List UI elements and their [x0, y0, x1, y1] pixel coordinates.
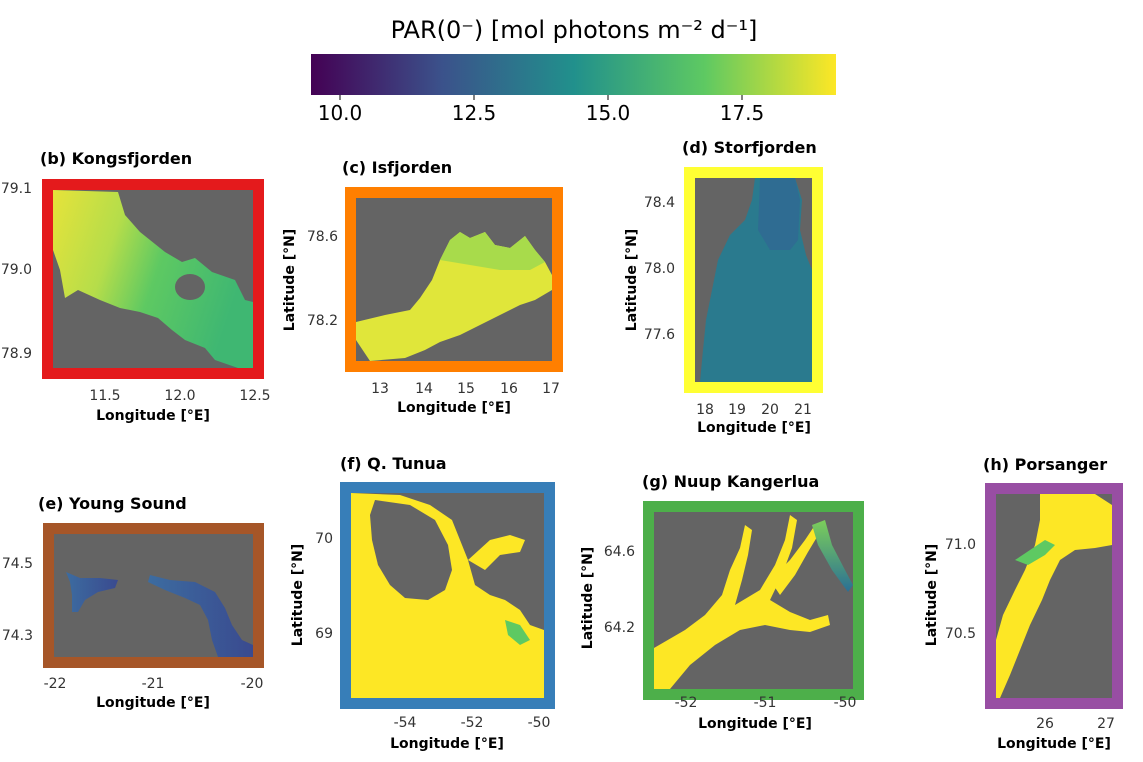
x-axis-label: Longitude [°E]	[698, 716, 812, 732]
y-tick-label: 64.2	[604, 620, 635, 636]
x-tick-label: 19	[728, 402, 746, 418]
colorbar-title: PAR(0⁻) [mol photons m⁻² d⁻¹]	[391, 16, 758, 44]
y-tick-label: 78.4	[644, 195, 675, 211]
x-tick-label: 20	[761, 402, 779, 418]
y-tick-label: 77.6	[644, 327, 675, 343]
x-tick-label: -51	[754, 695, 777, 711]
y-axis-label: Latitude [°N]	[924, 544, 940, 646]
panel-q-tunua: (f) Q. Tunua 70 69 -54 -52 -50 Longitude…	[290, 454, 555, 752]
y-tick-label: 79.0	[1, 262, 32, 278]
x-axis-label: Longitude [°E]	[96, 408, 210, 424]
x-tick-label: -20	[241, 676, 264, 692]
panel-title: (f) Q. Tunua	[340, 454, 447, 473]
y-axis-label: Latitude [°N]	[290, 544, 306, 646]
y-tick-label: 79.1	[1, 181, 32, 197]
fjord-water	[654, 515, 830, 689]
x-tick-label: -54	[394, 715, 417, 731]
colorbar-tick: 12.5	[452, 101, 497, 125]
x-tick-label: -22	[44, 676, 67, 692]
colorbar-tick: 15.0	[586, 101, 631, 125]
x-tick-label: 15	[457, 381, 475, 397]
x-tick-label: 14	[415, 381, 433, 397]
y-tick-label: 69	[315, 626, 333, 642]
y-tick-label: 71.0	[945, 537, 976, 553]
x-axis-label: Longitude [°E]	[397, 400, 511, 416]
panel-title: (c) Isfjorden	[342, 158, 452, 177]
y-axis-label: Latitude [°N]	[624, 229, 640, 331]
panel-title: (d) Storfjorden	[682, 138, 817, 157]
panel-porsanger: (h) Porsanger 71.0 70.5 26 27 Longitude …	[924, 455, 1123, 752]
x-axis-label: Longitude [°E]	[697, 420, 811, 436]
panel-storfjorden: (d) Storfjorden 78.4 78.0 77.6 18 19 20 …	[624, 138, 823, 436]
x-tick-label: 13	[371, 381, 389, 397]
y-tick-label: 70	[315, 531, 333, 547]
x-axis-label: Longitude [°E]	[96, 695, 210, 711]
fjord-water	[66, 572, 118, 612]
y-axis-label: Latitude [°N]	[282, 229, 298, 331]
x-axis-label: Longitude [°E]	[997, 736, 1111, 752]
y-tick-label: 78.9	[1, 346, 32, 362]
panel-isfjorden: (c) Isfjorden 78.6 78.2 13 14 15 16 17 L…	[282, 158, 563, 416]
y-tick-label: 78.0	[644, 261, 675, 277]
panel-young-sound: (e) Young Sound 74.5 74.3 -22 -21 -20 Lo…	[2, 494, 264, 711]
panel-title: (h) Porsanger	[983, 455, 1107, 474]
x-axis-label: Longitude [°E]	[390, 736, 504, 752]
panel-kongsfjorden: (b) Kongsfjorden 79.1 79.0 78.9 11.5 12.…	[1, 149, 271, 424]
y-axis-label: Latitude [°N]	[580, 547, 596, 649]
panel-title: (e) Young Sound	[38, 494, 187, 513]
y-tick-label: 74.3	[2, 628, 33, 644]
x-tick-label: -52	[461, 715, 484, 731]
x-tick-label: 12.0	[164, 388, 195, 404]
fjord-water	[53, 190, 253, 368]
colorbar-gradient	[311, 54, 836, 95]
y-tick-label: 78.2	[307, 313, 338, 329]
panel-nuup-kangerlua: (g) Nuup Kangerlua 64.6 64.2 -52 -51 -50…	[580, 472, 864, 732]
y-tick-label: 74.5	[2, 556, 33, 572]
x-tick-label: -50	[834, 695, 857, 711]
x-tick-label: 21	[794, 402, 812, 418]
y-tick-label: 70.5	[945, 626, 976, 642]
x-tick-label: 27	[1097, 716, 1115, 732]
x-tick-label: 18	[696, 402, 714, 418]
x-tick-label: 16	[500, 381, 518, 397]
x-tick-label: -52	[675, 695, 698, 711]
fjord-water	[148, 575, 253, 657]
colorbar-tick: 10.0	[318, 101, 363, 125]
panel-title: (b) Kongsfjorden	[40, 149, 192, 168]
x-tick-label: 17	[542, 381, 560, 397]
panel-title: (g) Nuup Kangerlua	[642, 472, 819, 491]
y-tick-label: 78.6	[307, 229, 338, 245]
x-tick-label: 11.5	[89, 388, 120, 404]
colorbar-tick: 17.5	[720, 101, 765, 125]
y-tick-label: 64.6	[604, 544, 635, 560]
x-tick-label: 26	[1036, 716, 1054, 732]
fjord-water	[996, 494, 1112, 698]
x-tick-label: -21	[142, 676, 165, 692]
colorbar: PAR(0⁻) [mol photons m⁻² d⁻¹] 10.0 12.5 …	[311, 16, 836, 125]
x-tick-label: 12.5	[239, 388, 270, 404]
x-tick-label: -50	[528, 715, 551, 731]
